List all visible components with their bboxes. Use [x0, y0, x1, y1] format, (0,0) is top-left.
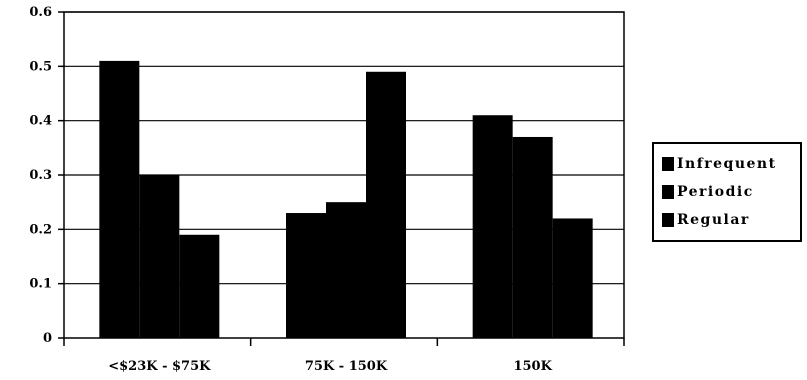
y-tick-label: 0.5 [29, 59, 52, 74]
legend-swatch-periodic [662, 185, 674, 199]
x-category-label: 150K [513, 359, 552, 374]
bar-regular-1 [366, 71, 406, 339]
legend-item-regular: Regular [662, 210, 750, 230]
y-tick-label: 0.3 [29, 168, 52, 183]
y-tick-label: 0.2 [29, 222, 52, 237]
legend-swatch-regular [662, 213, 674, 227]
y-tick-label: 0.4 [29, 114, 52, 129]
bars [99, 60, 593, 339]
bar-periodic-2 [512, 136, 553, 338]
legend-item-infrequent: Infrequent [662, 154, 777, 174]
bar-infrequent-0 [99, 60, 140, 339]
legend-label-regular: Regular [677, 212, 750, 228]
bar-infrequent-1 [286, 213, 326, 338]
y-tick-label: 0.1 [29, 277, 52, 292]
bar-periodic-0 [139, 175, 180, 338]
bar-regular-2 [552, 218, 593, 338]
legend-item-periodic: Periodic [662, 182, 754, 202]
y-tick-label: 0.6 [29, 5, 52, 20]
x-category-label: <$23K - $75K [108, 359, 211, 374]
legend-label-infrequent: Infrequent [677, 156, 777, 172]
x-category-labels: <$23K - $75K 75K - 150K 150K [108, 359, 552, 374]
x-category-label: 75K - 150K [305, 359, 388, 374]
legend-label-periodic: Periodic [677, 184, 754, 200]
bar-periodic-1 [326, 202, 366, 338]
y-tick-labels: 0 0.1 0.2 0.3 0.4 0.5 0.6 [29, 5, 52, 346]
legend: Infrequent Periodic Regular [652, 142, 802, 242]
bar-regular-0 [179, 234, 220, 338]
legend-swatch-infrequent [662, 157, 674, 171]
bar-infrequent-2 [472, 115, 513, 338]
y-tick-label: 0 [43, 331, 52, 346]
